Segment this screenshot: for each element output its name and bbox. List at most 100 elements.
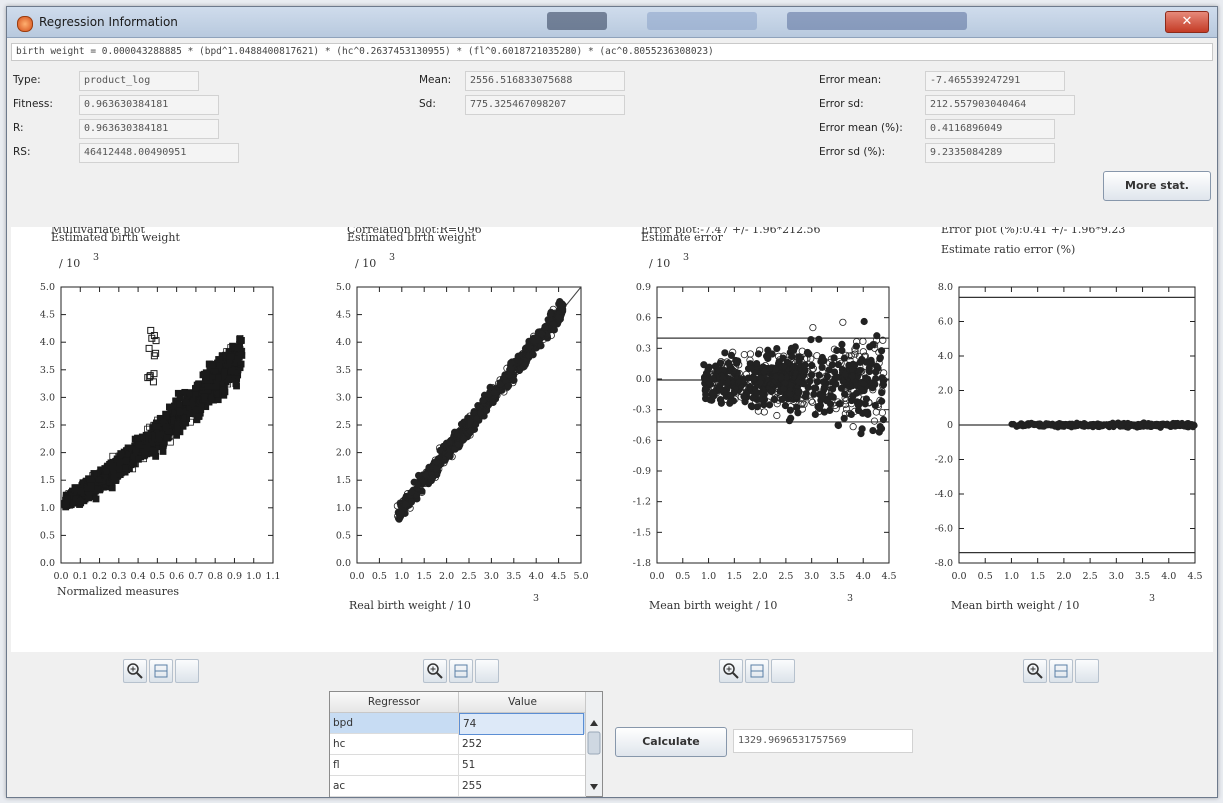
zoom-reset-icon[interactable] bbox=[1049, 659, 1073, 683]
data-point bbox=[85, 494, 93, 502]
data-point bbox=[192, 384, 200, 392]
data-point bbox=[856, 366, 864, 374]
x-tick-label: 0.6 bbox=[169, 571, 184, 582]
error-sd-label: Error sd: bbox=[819, 98, 864, 110]
value-cell[interactable]: 252 bbox=[459, 734, 587, 754]
scroll-up-icon bbox=[590, 720, 598, 726]
y-tick-label: 3.5 bbox=[40, 365, 55, 376]
x-tick-label: 3.0 bbox=[804, 571, 819, 582]
plot3-zoom-controls bbox=[719, 659, 809, 683]
data-point bbox=[232, 380, 240, 387]
zoom-out-icon[interactable] bbox=[175, 659, 199, 683]
x-tick-label: 3.0 bbox=[1109, 571, 1124, 582]
value-cell[interactable]: 74 bbox=[459, 713, 584, 735]
data-point bbox=[748, 364, 756, 372]
x-tick-label: 3.5 bbox=[506, 571, 521, 582]
data-point bbox=[152, 337, 160, 345]
x-tick-label: 2.0 bbox=[753, 571, 768, 582]
table-row[interactable]: hc 252 bbox=[330, 734, 587, 755]
regressor-cell[interactable]: bpd bbox=[330, 713, 459, 733]
data-point bbox=[876, 355, 884, 363]
y-tick-label: 0.0 bbox=[336, 558, 351, 569]
zoom-reset-icon[interactable] bbox=[149, 659, 173, 683]
data-point bbox=[767, 387, 776, 396]
data-point bbox=[227, 353, 235, 360]
r-value: 0.963630384181 bbox=[79, 119, 219, 139]
data-point bbox=[841, 379, 849, 387]
data-point bbox=[109, 464, 117, 472]
result-field[interactable]: 1329.9696531757569 bbox=[733, 729, 913, 753]
x-tick-label: 2.0 bbox=[1056, 571, 1071, 582]
table-row[interactable]: bpd 74 bbox=[330, 713, 586, 735]
error-sd-pct-value: 9.2335084289 bbox=[925, 143, 1055, 163]
zoom-in-icon[interactable] bbox=[123, 659, 147, 683]
y-unit-exponent: 3 bbox=[93, 252, 99, 263]
zoom-in-icon[interactable] bbox=[719, 659, 743, 683]
data-point bbox=[1157, 420, 1165, 428]
data-point bbox=[200, 393, 208, 401]
calculate-button[interactable]: Calculate bbox=[615, 727, 727, 757]
data-point bbox=[432, 465, 440, 473]
plot-subtitle: Estimate ratio error (%) bbox=[941, 243, 1075, 256]
value-cell[interactable]: 255 bbox=[459, 776, 587, 796]
data-point bbox=[746, 356, 754, 364]
zoom-in-icon[interactable] bbox=[423, 659, 447, 683]
data-point bbox=[869, 426, 877, 435]
data-point bbox=[490, 388, 498, 397]
zoom-out-icon[interactable] bbox=[771, 659, 795, 683]
x-tick-label: 4.0 bbox=[529, 571, 544, 582]
data-point bbox=[748, 403, 756, 411]
data-point bbox=[788, 352, 796, 361]
more-stats-button[interactable]: More stat. bbox=[1103, 171, 1211, 201]
data-point bbox=[460, 435, 468, 443]
mean-label: Mean: bbox=[419, 74, 452, 86]
titlebar-blur bbox=[647, 12, 757, 30]
data-point bbox=[93, 486, 101, 494]
plot-title: Multivariate plot bbox=[51, 227, 146, 236]
data-point bbox=[819, 392, 827, 400]
close-button[interactable]: ✕ bbox=[1165, 11, 1209, 33]
data-point bbox=[144, 425, 152, 433]
data-point bbox=[813, 352, 821, 360]
regressor-cell[interactable]: hc bbox=[330, 734, 459, 754]
value-header[interactable]: Value bbox=[459, 692, 587, 713]
zoom-reset-icon[interactable] bbox=[745, 659, 769, 683]
data-point bbox=[496, 380, 504, 388]
data-point bbox=[781, 402, 790, 410]
table-scrollbar[interactable] bbox=[585, 692, 602, 796]
zoom-out-icon[interactable] bbox=[1075, 659, 1099, 683]
table-row[interactable]: fl 51 bbox=[330, 755, 587, 776]
value-cell[interactable]: 51 bbox=[459, 755, 587, 775]
title-bar[interactable]: Regression Information ✕ bbox=[7, 7, 1217, 38]
x-tick-label: 0.0 bbox=[349, 571, 364, 582]
zoom-in-icon[interactable] bbox=[1023, 659, 1047, 683]
data-point bbox=[408, 488, 416, 496]
data-point bbox=[173, 431, 180, 439]
plot-title: Error plot:-7.47 +/- 1.96*212.56 bbox=[641, 227, 821, 236]
data-point bbox=[215, 374, 222, 382]
regressor-cell[interactable]: fl bbox=[330, 755, 459, 775]
regressor-cell[interactable]: ac bbox=[330, 776, 459, 796]
regressor-header[interactable]: Regressor bbox=[330, 692, 459, 713]
y-tick-label: -4.0 bbox=[935, 489, 953, 500]
y-tick-label: 0 bbox=[947, 420, 953, 431]
data-point bbox=[195, 413, 203, 420]
error-mean-label: Error mean: bbox=[819, 74, 882, 86]
y-tick-label: 0.9 bbox=[636, 282, 651, 293]
data-point bbox=[538, 330, 546, 338]
data-point bbox=[504, 382, 513, 390]
data-point bbox=[470, 409, 478, 417]
data-point bbox=[859, 348, 867, 356]
data-point bbox=[786, 390, 794, 398]
y-unit-label: / 10 bbox=[59, 257, 80, 270]
table-row[interactable]: ac 255 bbox=[330, 776, 587, 797]
zoom-reset-icon[interactable] bbox=[449, 659, 473, 683]
scroll-down-icon bbox=[590, 784, 598, 790]
error-sd-value: 212.557903040464 bbox=[925, 95, 1075, 115]
plot-subtitle: Estimated birth weight bbox=[51, 231, 180, 244]
data-point bbox=[775, 352, 783, 360]
zoom-out-icon[interactable] bbox=[475, 659, 499, 683]
plot-title: Error plot (%):0.41 +/- 1.96*9.23 bbox=[941, 227, 1125, 236]
data-point bbox=[834, 421, 843, 430]
data-point bbox=[436, 446, 444, 455]
